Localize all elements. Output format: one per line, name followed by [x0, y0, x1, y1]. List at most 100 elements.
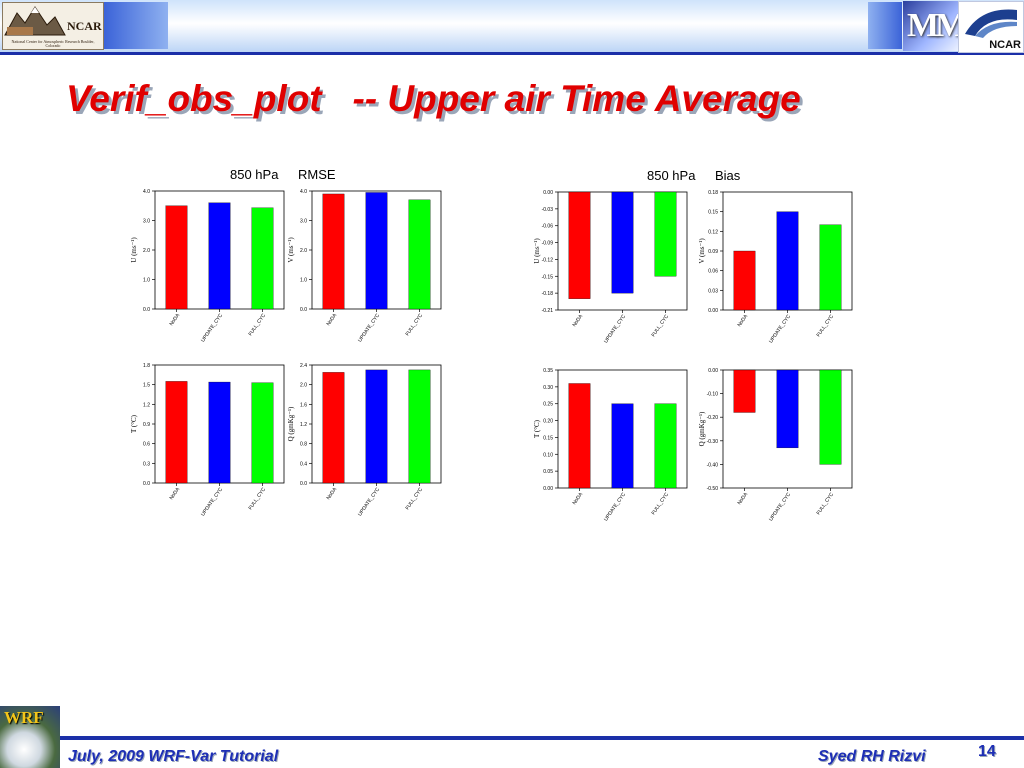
header-decoration-left [104, 2, 168, 49]
y-tick-label: -0.21 [542, 308, 554, 314]
x-tick-label: UPDATE_CYC [603, 313, 627, 344]
y-tick-label: 3.0 [300, 219, 307, 225]
y-tick-label: 0.9 [143, 422, 150, 428]
bar-noda [322, 372, 345, 484]
mountain-logo-icon [4, 6, 66, 36]
x-tick-label: FULL_CYC [405, 486, 425, 511]
bar-full-cyc [251, 382, 274, 484]
y-tick-label: 0.0 [300, 481, 307, 487]
y-tick-label: 0.35 [543, 368, 553, 374]
x-tick-label: UPDATE_CYC [357, 486, 381, 517]
y-tick-label: -0.18 [542, 291, 554, 297]
y-tick-label: 0.09 [708, 249, 718, 255]
bar-update-cyc [611, 191, 634, 294]
y-tick-label: 0.15 [708, 210, 718, 216]
footer-author-text: Syed RH Rizvi [818, 748, 926, 765]
ncar-swoosh-icon [965, 9, 1017, 38]
x-tick-label: UPDATE_CYC [603, 491, 627, 522]
y-tick-label: -0.15 [542, 274, 554, 280]
x-tick-label: FULL_CYC [816, 313, 836, 338]
x-tick-label: NoDA [737, 491, 750, 506]
bar-full-cyc [251, 207, 274, 310]
bias-panel-stat: Bias [715, 168, 741, 183]
x-tick-label: FULL_CYC [651, 313, 671, 338]
y-axis-label: U (ms⁻¹) [130, 237, 138, 263]
bar-update-cyc [776, 211, 799, 311]
y-axis-label: T (°C) [130, 414, 138, 433]
y-tick-label: 1.5 [143, 383, 150, 389]
wrf-logo: WRF [0, 706, 60, 768]
y-tick-label: -0.12 [542, 257, 554, 263]
y-axis-label: Q (gmKg⁻¹) [287, 406, 295, 441]
y-tick-label: 2.4 [300, 363, 307, 369]
bias-t-chart: 0.00 0.05 0.10 0.15 0.20 0.25 0.30 0.35 T (°C) No… [533, 368, 688, 522]
header-banner: NCAR National Center for Atmospheric Res… [0, 0, 1024, 55]
y-tick-label: 0.10 [543, 452, 553, 458]
x-tick-label: NoDA [572, 313, 585, 328]
rmse-u-chart: 0.0 1.0 2.0 3.0 4.0 U (ms⁻¹) NoDA UPDATE_CYC FUL… [130, 189, 285, 343]
x-tick-label: UPDATE_CYC [200, 312, 224, 343]
x-tick-label: NoDA [737, 313, 750, 328]
bar-update-cyc [611, 403, 634, 489]
bar-full-cyc [819, 369, 842, 465]
y-tick-label: 0.15 [543, 435, 553, 441]
y-tick-label: -0.50 [707, 486, 719, 492]
x-tick-label: NoDA [572, 491, 585, 506]
x-tick-label: FULL_CYC [651, 491, 671, 516]
y-tick-label: 1.0 [300, 278, 307, 284]
rmse-panel-stat: RMSE [298, 167, 336, 182]
bias-v-chart: 0.00 0.03 0.06 0.09 0.12 0.15 0.18 V (ms⁻¹) NoDA… [698, 190, 853, 344]
y-tick-label: 0.20 [543, 419, 553, 425]
bar-full-cyc [408, 199, 431, 310]
x-tick-label: FULL_CYC [248, 486, 268, 511]
y-tick-label: 0.6 [143, 442, 150, 448]
y-tick-label: 0.0 [143, 307, 150, 313]
bias-u-chart: -0.21 -0.18 -0.15 -0.12 -0.09 -0.06 -0.03 0.00 U… [533, 190, 688, 344]
y-tick-label: 0.3 [143, 461, 150, 467]
x-tick-label: FULL_CYC [816, 491, 836, 516]
y-tick-label: 0.4 [300, 461, 307, 467]
x-tick-label: NoDA [326, 312, 339, 327]
bar-update-cyc [208, 381, 231, 484]
bar-noda [165, 381, 188, 484]
bar-noda [322, 193, 345, 310]
y-tick-label: 0.30 [543, 385, 553, 391]
y-axis-label: V (ms⁻¹) [287, 237, 295, 263]
mm-logo-text: MM [907, 7, 967, 44]
y-tick-label: 0.03 [708, 288, 718, 294]
y-axis-label: T (°C) [533, 419, 541, 438]
page-number: 14 [978, 743, 996, 760]
y-tick-label: 1.2 [300, 422, 307, 428]
y-tick-label: 2.0 [143, 248, 150, 254]
bar-update-cyc [365, 369, 388, 484]
y-tick-label: 0.18 [708, 190, 718, 196]
y-tick-label: -0.20 [707, 415, 719, 421]
y-tick-label: 0.00 [708, 308, 718, 314]
x-tick-label: UPDATE_CYC [768, 313, 792, 344]
y-tick-label: 1.2 [143, 402, 150, 408]
wrf-logo-text: WRF [4, 708, 44, 727]
bar-noda [568, 383, 591, 489]
y-tick-label: 0.12 [708, 229, 718, 235]
y-tick-label: 0.06 [708, 269, 718, 275]
x-tick-label: UPDATE_CYC [357, 312, 381, 343]
y-tick-label: -0.30 [707, 439, 719, 445]
rmse-t-chart: 0.0 0.3 0.6 0.9 1.2 1.5 1.8 T (°C) NoDA UPDATE_CY… [130, 363, 285, 517]
footer-event-text: July, 2009 WRF-Var Tutorial [68, 748, 279, 765]
y-tick-label: 3.0 [143, 219, 150, 225]
y-tick-label: 0.00 [708, 368, 718, 374]
ncar-logo-left: NCAR National Center for Atmospheric Res… [2, 2, 104, 50]
y-tick-label: 0.25 [543, 402, 553, 408]
y-tick-label: 0.0 [300, 307, 307, 313]
y-tick-label: 0.00 [543, 486, 553, 492]
y-axis-label: U (ms⁻¹) [533, 238, 541, 264]
x-tick-label: FULL_CYC [248, 312, 268, 337]
x-tick-label: FULL_CYC [405, 312, 425, 337]
bar-update-cyc [365, 192, 388, 310]
y-tick-label: 2.0 [300, 248, 307, 254]
bar-full-cyc [654, 403, 677, 489]
y-axis-label: Q (gmKg⁻¹) [698, 411, 706, 446]
bar-noda [733, 369, 756, 413]
ncar-logo-subtitle: National Center for Atmospheric Research… [11, 39, 95, 48]
ncar-logo-text: NCAR [67, 19, 102, 33]
